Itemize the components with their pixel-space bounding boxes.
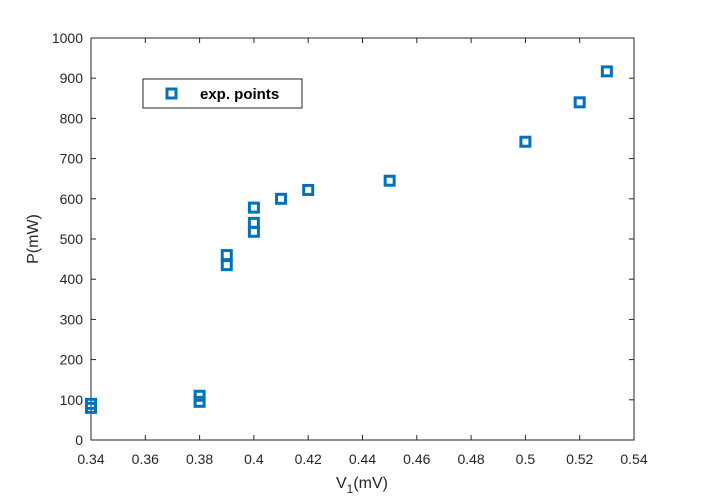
legend-label: exp. points — [200, 86, 279, 103]
x-tick-label: 0.42 — [295, 451, 322, 467]
x-tick-label: 0.54 — [620, 451, 647, 467]
data-point — [220, 249, 233, 262]
data-point — [519, 135, 532, 148]
data-point — [247, 216, 260, 229]
data-points — [85, 65, 613, 414]
legend-marker — [165, 87, 178, 100]
data-point — [275, 192, 288, 205]
data-point — [302, 183, 315, 196]
x-tick-label: 0.36 — [132, 451, 159, 467]
x-axis-label-unit: (mV) — [353, 475, 388, 492]
x-tick-label: 0.46 — [403, 451, 430, 467]
y-tick-label: 500 — [60, 231, 84, 247]
data-point — [383, 174, 396, 187]
y-tick-label: 300 — [60, 311, 84, 327]
data-point — [85, 397, 97, 410]
y-tick-label: 200 — [60, 352, 84, 368]
y-tick-label: 400 — [60, 271, 84, 287]
data-point — [247, 201, 260, 214]
x-axis-label: V1(mV) — [336, 475, 388, 496]
x-tick-label: 0.44 — [349, 451, 376, 467]
x-tick-label: 0.4 — [244, 451, 264, 467]
x-tick-label: 0.52 — [566, 451, 593, 467]
x-tick-label: 0.48 — [457, 451, 484, 467]
x-axis-ticks: 0.34 0.36 0.38 0.4 0.42 0.44 0.46 0.48 0.5 0.52 0.… — [77, 38, 648, 467]
data-point — [600, 65, 613, 78]
data-point — [193, 389, 206, 402]
x-axis-label-main: V — [336, 475, 347, 492]
x-axis-label-subscript: 1 — [347, 482, 354, 496]
y-tick-label: 900 — [60, 70, 84, 86]
y-tick-label: 600 — [60, 191, 84, 207]
legend: exp. points — [142, 78, 303, 109]
y-axis-label: P(mW) — [25, 214, 42, 264]
y-tick-label: 700 — [60, 151, 84, 167]
x-tick-label: 0.38 — [186, 451, 213, 467]
y-tick-label: 1000 — [52, 30, 83, 46]
x-tick-label: 0.34 — [77, 451, 104, 467]
y-tick-label: 0 — [75, 432, 83, 448]
data-point — [193, 395, 206, 408]
y-axis-ticks: 0 100 200 300 400 500 600 700 800 900 1000 — [52, 30, 634, 448]
legend-box — [142, 78, 303, 109]
data-point — [573, 96, 586, 109]
y-tick-label: 100 — [60, 392, 84, 408]
x-tick-label: 0.5 — [516, 451, 536, 467]
y-tick-label: 800 — [60, 110, 84, 126]
